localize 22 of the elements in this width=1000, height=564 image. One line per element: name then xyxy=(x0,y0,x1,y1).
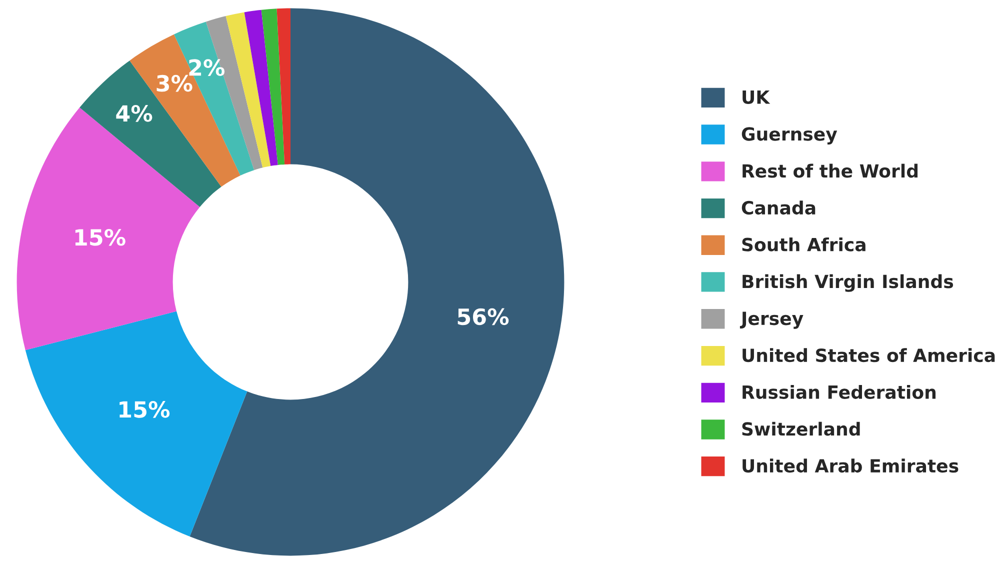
legend-label: Russian Federation xyxy=(742,384,936,399)
legend-label: Rest of the World xyxy=(742,164,918,178)
data-label: 4% xyxy=(116,105,152,122)
donut-slice xyxy=(276,8,290,164)
donut-slice xyxy=(261,8,285,165)
donut-slice xyxy=(244,10,278,166)
legend-label: United States of America xyxy=(742,348,995,362)
legend-label: British Virgin Islands xyxy=(742,274,954,292)
legend-label: South Africa xyxy=(742,237,866,252)
legend-label: Jersey xyxy=(740,312,804,329)
legend-label: United Arab Emirates xyxy=(742,458,958,473)
data-label: 2% xyxy=(189,59,225,76)
donut-slice xyxy=(226,12,271,168)
legend-label: Switzerland xyxy=(742,422,860,436)
data-label: 3% xyxy=(156,74,192,92)
data-label: 15% xyxy=(75,228,126,246)
data-label: 56% xyxy=(458,308,509,326)
legend-label: Canada xyxy=(742,200,816,215)
donut-slice xyxy=(25,311,248,536)
legend-label: UK xyxy=(742,90,770,104)
legend-label: Guernsey xyxy=(742,127,838,144)
data-label: 15% xyxy=(120,401,170,418)
